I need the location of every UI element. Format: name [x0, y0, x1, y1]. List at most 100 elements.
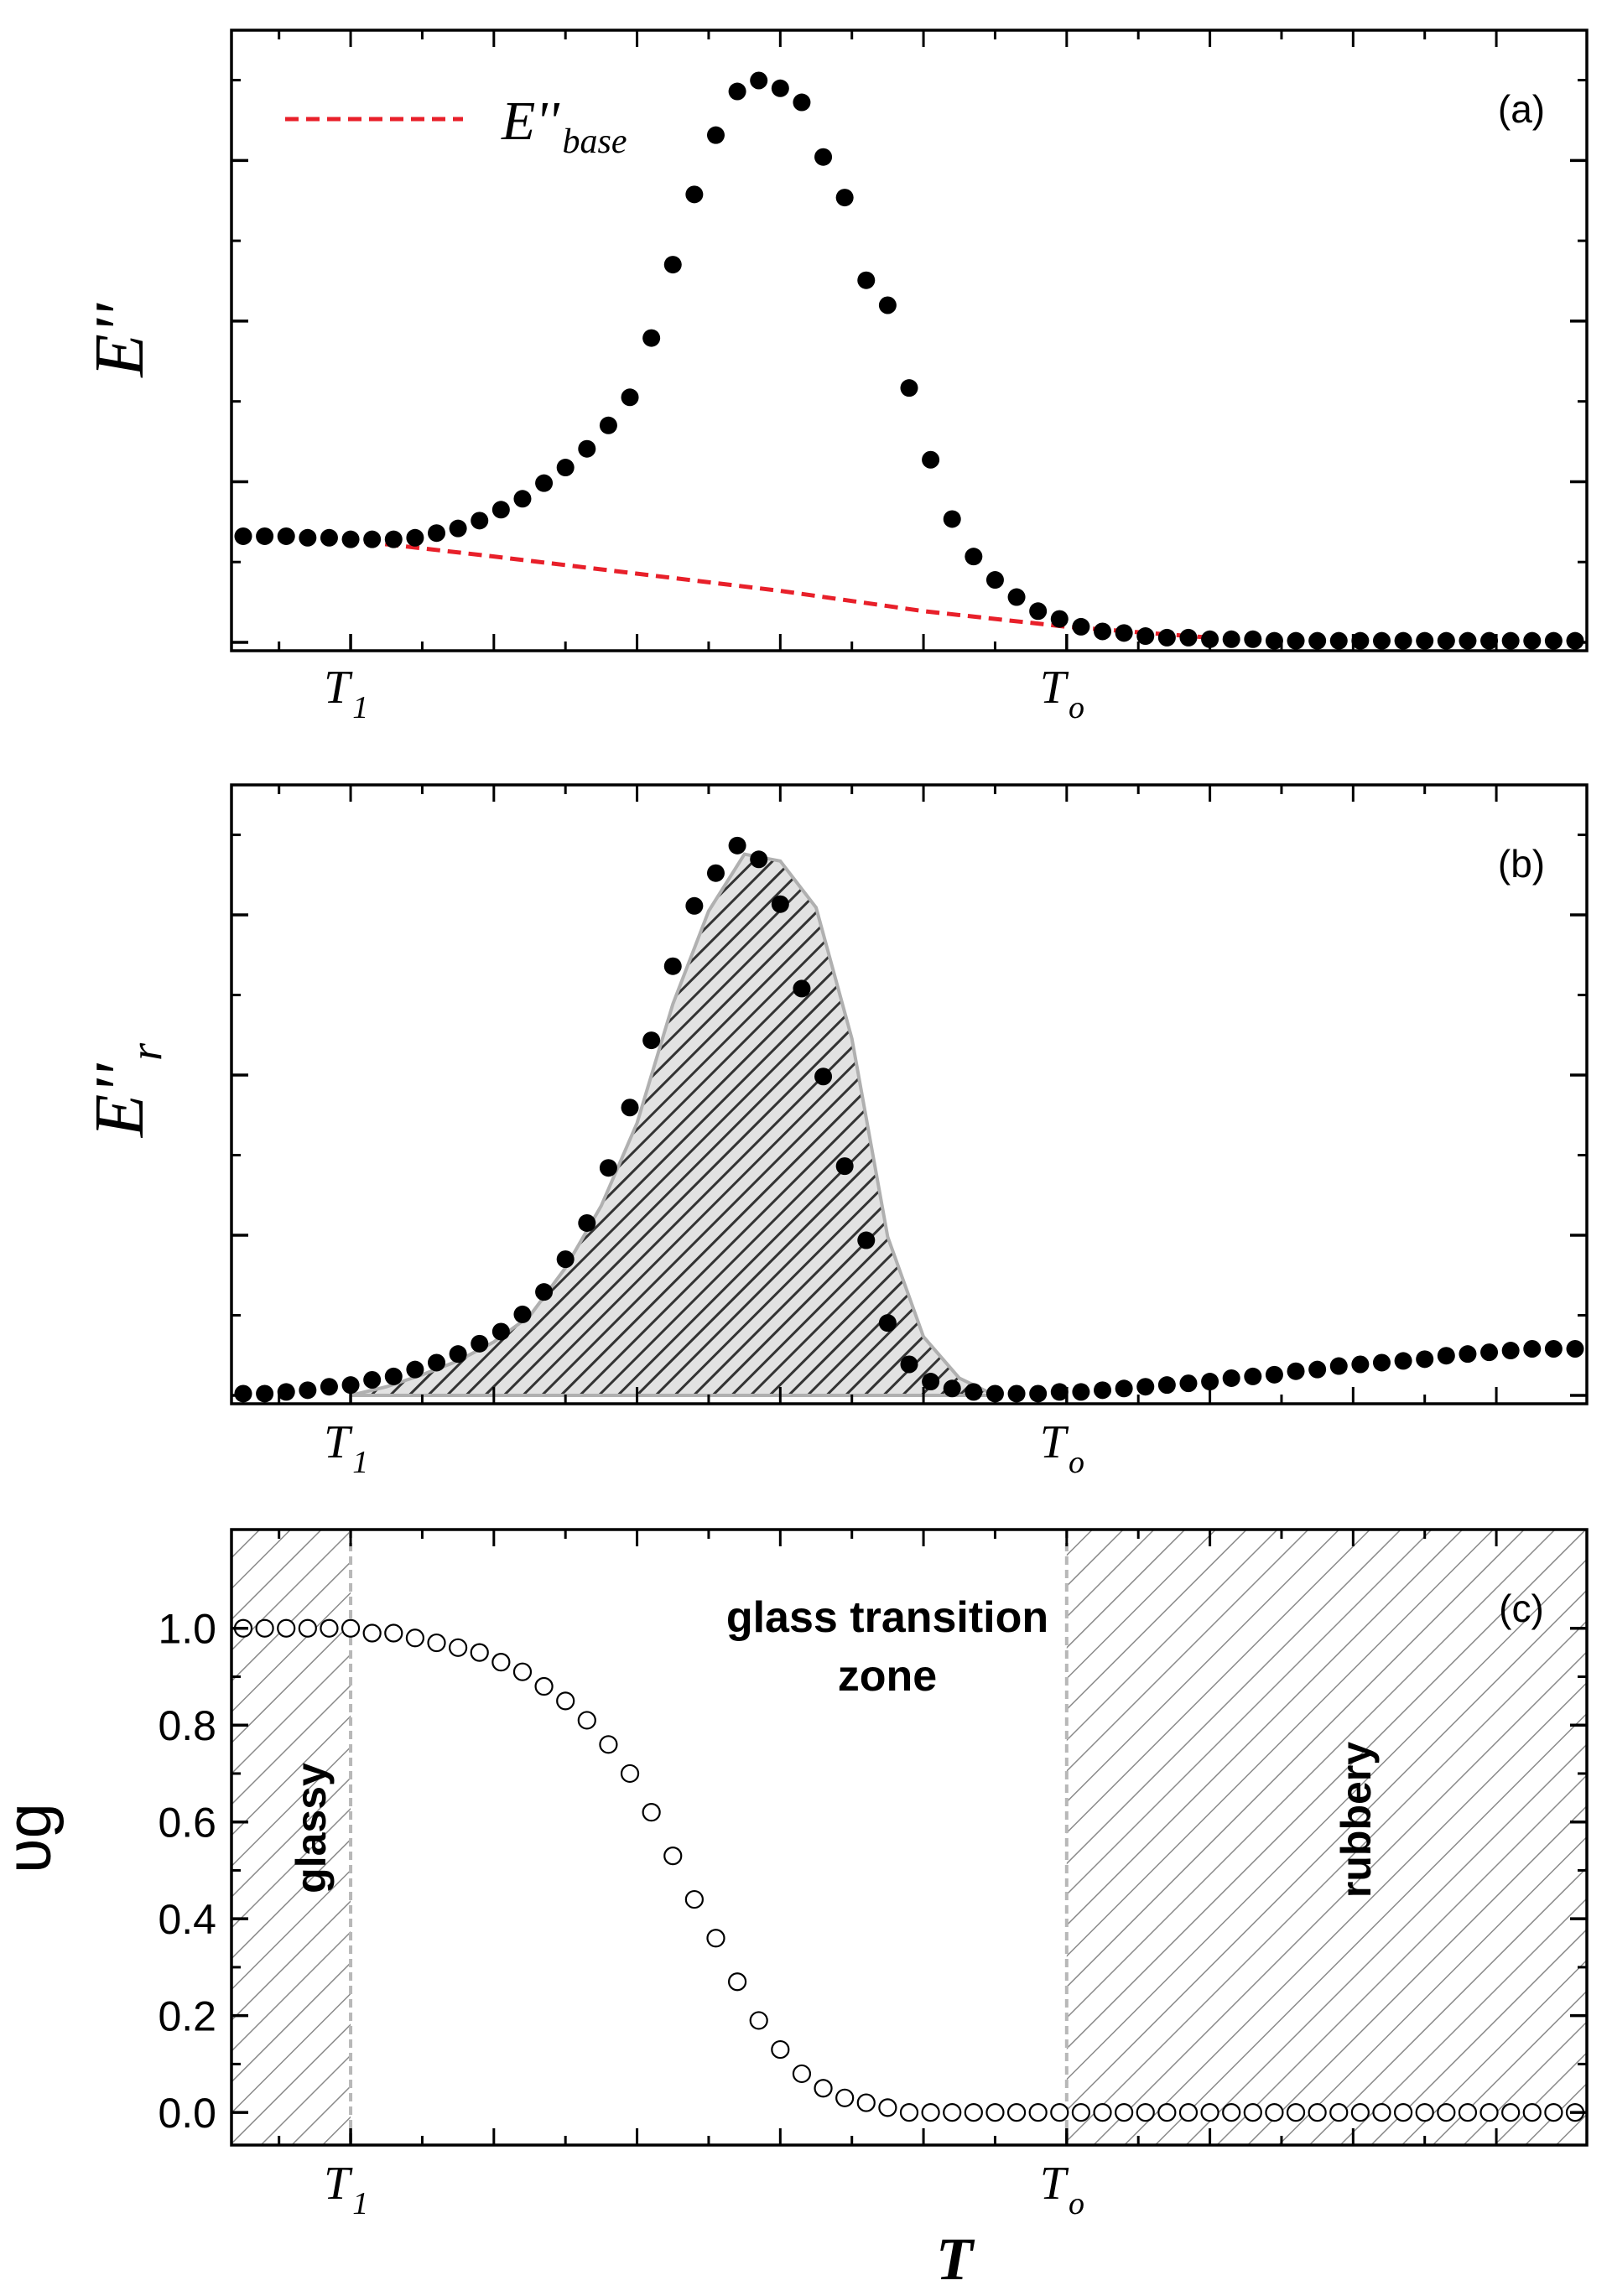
data-point — [1244, 1367, 1262, 1385]
data-point — [1416, 631, 1434, 650]
data-point — [642, 1803, 661, 1822]
data-point — [1566, 1340, 1584, 1358]
data-point — [341, 530, 360, 548]
data-point — [556, 1691, 575, 1711]
data-point — [1029, 602, 1048, 621]
data-point — [320, 1378, 338, 1396]
annotation-glass-transition: glass transition — [726, 1593, 1048, 1642]
data-point — [1007, 588, 1026, 606]
data-point — [835, 2088, 855, 2107]
data-point — [471, 1334, 489, 1353]
data-point — [899, 2103, 919, 2122]
plot-frame — [230, 29, 1589, 652]
data-point — [1222, 630, 1240, 648]
data-point — [513, 490, 532, 508]
data-point — [1115, 2103, 1134, 2122]
data-point — [964, 2103, 983, 2122]
x-tick-label-main: T — [1040, 662, 1069, 714]
data-point — [1287, 1362, 1305, 1380]
x-tick-label: T1 — [324, 1416, 368, 1480]
data-point — [1072, 1383, 1090, 1401]
data-point — [1394, 1352, 1412, 1370]
data-point — [277, 1383, 295, 1401]
data-point — [363, 1371, 382, 1390]
legend-label-main: E'' — [501, 91, 560, 152]
data-point — [1222, 1369, 1240, 1387]
data-point — [406, 528, 424, 547]
data-point — [384, 1623, 403, 1643]
data-point — [1007, 1384, 1026, 1403]
x-tick-label-main: T — [1040, 1416, 1069, 1468]
y-tick-label: 0.4 — [158, 1896, 216, 1943]
data-point — [728, 82, 746, 101]
data-point — [298, 1618, 317, 1638]
data-point — [1136, 1378, 1155, 1396]
data-point — [1544, 1340, 1563, 1358]
data-point — [1094, 1381, 1112, 1400]
data-point — [234, 1384, 252, 1403]
data-point — [985, 571, 1004, 590]
data-point — [1501, 631, 1520, 650]
data-point — [1136, 627, 1155, 646]
region-rubbery — [1066, 1530, 1587, 2145]
data-point — [706, 1929, 725, 1948]
data-point — [1094, 622, 1112, 641]
data-point — [943, 510, 961, 528]
x-tick-label-main: T — [324, 2158, 353, 2210]
data-point — [771, 2039, 790, 2060]
data-point — [1544, 2103, 1563, 2122]
data-point — [449, 1345, 467, 1364]
data-point — [1372, 1353, 1391, 1372]
data-point — [1222, 2103, 1241, 2122]
data-point — [535, 1283, 554, 1301]
x-tick-label: To — [1040, 2158, 1084, 2221]
data-point — [985, 2103, 1005, 2122]
data-point — [1028, 2103, 1048, 2122]
y-tick-label: 0.6 — [158, 1800, 216, 1847]
x-tick-label: To — [1040, 662, 1084, 725]
data-point — [1006, 2103, 1027, 2122]
data-point — [1178, 2103, 1199, 2122]
data-point — [620, 1764, 640, 1784]
data-point — [362, 1623, 382, 1643]
data-point — [1437, 2103, 1456, 2122]
x-tick-label-sub: o — [1069, 2186, 1084, 2221]
data-point — [534, 1676, 554, 1696]
data-point — [857, 271, 876, 289]
data-point — [1372, 631, 1391, 650]
y-axis-label-sub: r — [121, 1042, 171, 1061]
data-point — [621, 388, 639, 407]
data-point — [900, 379, 918, 397]
data-point — [1308, 1360, 1327, 1379]
data-point — [684, 1889, 704, 1909]
data-point — [1286, 2103, 1306, 2122]
data-point — [513, 1305, 532, 1323]
data-point — [878, 2098, 897, 2117]
data-point — [1372, 2103, 1391, 2122]
data-point — [1115, 1379, 1133, 1398]
data-point — [427, 1633, 446, 1653]
data-point — [792, 2064, 812, 2084]
y-axis-label-main: E'' — [81, 302, 159, 377]
data-point — [921, 2103, 940, 2122]
data-point — [1157, 628, 1176, 647]
data-point — [663, 957, 682, 975]
data-point — [727, 1972, 747, 1992]
data-point — [428, 524, 446, 543]
data-point — [1050, 610, 1069, 628]
data-point — [965, 1383, 983, 1401]
data-point — [1050, 1383, 1069, 1401]
x-tick-label: T1 — [324, 662, 368, 725]
data-point — [512, 1662, 533, 1681]
data-point — [1522, 2103, 1542, 2122]
data-point — [1136, 2103, 1155, 2122]
y-tick-label: 0.0 — [158, 2090, 216, 2137]
data-point — [750, 850, 768, 869]
data-point — [341, 1618, 361, 1638]
data-point — [1416, 1350, 1434, 1369]
x-tick-label: T1 — [324, 2158, 368, 2221]
data-point — [384, 1367, 403, 1385]
data-point — [491, 1653, 511, 1672]
data-point — [793, 93, 811, 112]
data-point — [857, 1231, 876, 1249]
